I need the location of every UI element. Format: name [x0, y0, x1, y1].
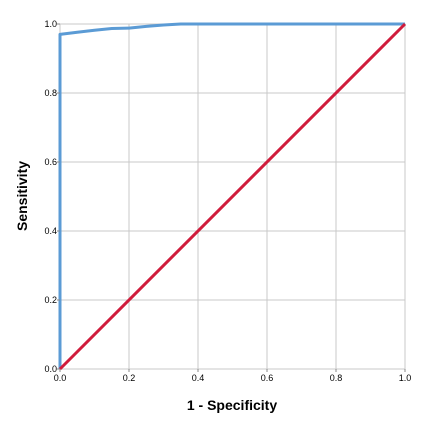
x-axis-label: 1 - Specificity: [187, 397, 277, 413]
y-tick-label: 1.0: [44, 19, 57, 29]
x-tick-label: 0.2: [123, 373, 136, 383]
y-tick-label: 0.4: [44, 226, 57, 236]
x-tick-label: 0.4: [192, 373, 205, 383]
x-tick-label: 0.6: [261, 373, 274, 383]
x-tick-label: 0.0: [54, 373, 67, 383]
roc-curve-line: [58, 22, 405, 369]
y-axis-label: Sensitivity: [14, 161, 30, 231]
y-tick-label: 0.0: [44, 364, 57, 374]
y-tick-label: 0.2: [44, 295, 57, 305]
y-tick-label: 0.6: [44, 157, 57, 167]
x-tick-label: 0.8: [330, 373, 343, 383]
x-tick-label: 1.0: [399, 373, 412, 383]
tick-layer: 0.0 0.2 0.4 0.6 0.8 1.0 0.0 0.2 0.4 0.6 0.8 1.0: [44, 19, 411, 383]
series-layer: [58, 22, 407, 371]
reference-diagonal-line: [58, 22, 407, 371]
y-tick-label: 0.8: [44, 88, 57, 98]
